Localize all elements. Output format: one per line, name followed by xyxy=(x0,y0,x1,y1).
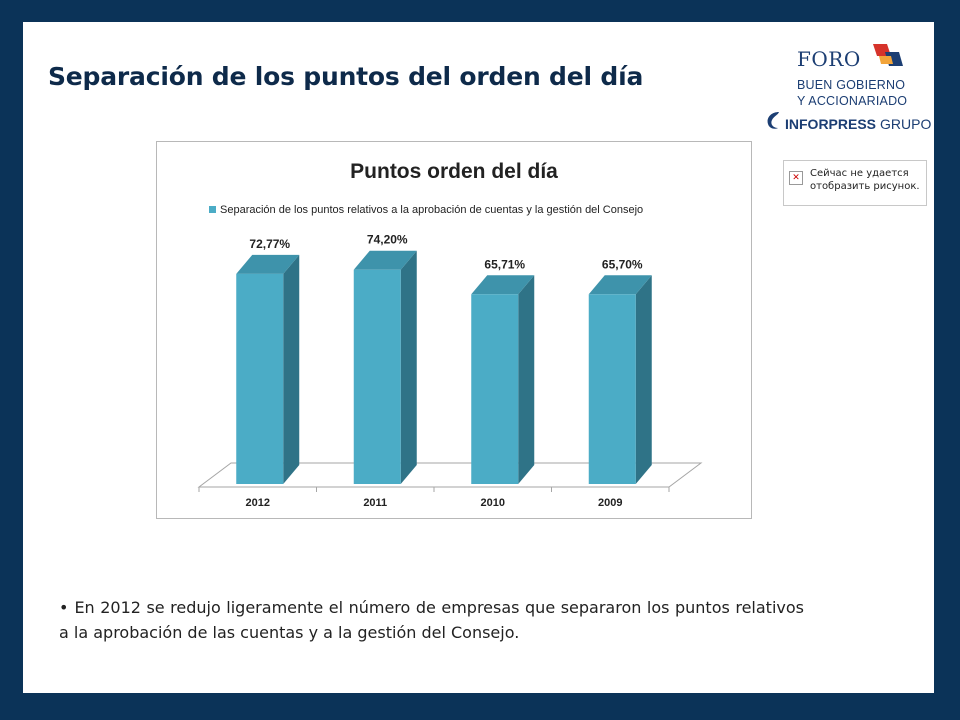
foro-mark-icon xyxy=(873,44,903,66)
x-tick-label: 2011 xyxy=(363,497,387,509)
broken-image-placeholder: ✕ Сейчас не удается отобразить рисунок. xyxy=(783,160,927,206)
chart-title: Puntos orden del día xyxy=(350,160,558,183)
bar-2012: 72,77% xyxy=(236,237,300,484)
slide: Separación de los puntos del orden del d… xyxy=(23,22,934,693)
inforpress-swoosh-icon xyxy=(767,112,779,129)
inforpress-logo: INFORPRESS GRUPO xyxy=(765,108,931,134)
x-tick-label: 2012 xyxy=(246,497,270,509)
foro-logo: FORO BUEN GOBIERNO Y ACCIONARIADO xyxy=(795,42,935,112)
bar-2009: 65,70% xyxy=(588,257,652,484)
chart-frame: Puntos orden del día Separación de los p… xyxy=(156,141,752,519)
foro-logo-line1: BUEN GOBIERNO xyxy=(797,78,906,92)
bar-side xyxy=(400,250,417,484)
bar-side xyxy=(518,275,535,484)
bar-front xyxy=(353,269,401,484)
x-tick-label: 2009 xyxy=(598,497,622,509)
bar-side xyxy=(635,275,652,484)
data-label: 72,77% xyxy=(249,237,290,251)
bar-chart: Puntos orden del día Separación de los p… xyxy=(197,160,703,509)
bar-front xyxy=(471,294,519,484)
broken-image-text: Сейчас не удается отобразить рисунок. xyxy=(810,168,920,192)
bar-front xyxy=(236,273,284,484)
legend-swatch xyxy=(209,206,216,213)
x-axis: 2012 2011 2010 2009 xyxy=(198,486,670,509)
bar-top xyxy=(236,254,300,274)
data-label: 74,20% xyxy=(367,233,408,247)
inforpress-bold: INFORPRESS xyxy=(785,116,877,132)
bullet-point: En 2012 se redujo ligeramente el número … xyxy=(59,595,804,645)
data-label: 65,71% xyxy=(484,257,525,271)
bar-top xyxy=(353,250,417,270)
foro-logo-word: FORO xyxy=(797,47,861,71)
bars-group: 72,77% 74,20% 65,71% 65,70% xyxy=(236,233,652,484)
legend-label: Separación de los puntos relativos a la … xyxy=(220,204,643,216)
bar-front xyxy=(588,294,636,484)
bar-top xyxy=(471,275,535,295)
bar-side xyxy=(283,254,300,484)
inforpress-logo-word: INFORPRESS GRUPO xyxy=(785,116,931,132)
foro-logo-line2: Y ACCIONARIADO xyxy=(797,94,908,108)
broken-image-icon: ✕ xyxy=(789,171,803,185)
bar-2011: 74,20% xyxy=(353,233,417,484)
data-label: 65,70% xyxy=(602,257,643,271)
bar-2010: 65,71% xyxy=(471,257,535,484)
x-tick-label: 2010 xyxy=(481,497,505,509)
inforpress-light: GRUPO xyxy=(880,116,932,132)
bar-top xyxy=(588,275,652,295)
slide-title: Separación de los puntos del orden del d… xyxy=(48,62,644,91)
